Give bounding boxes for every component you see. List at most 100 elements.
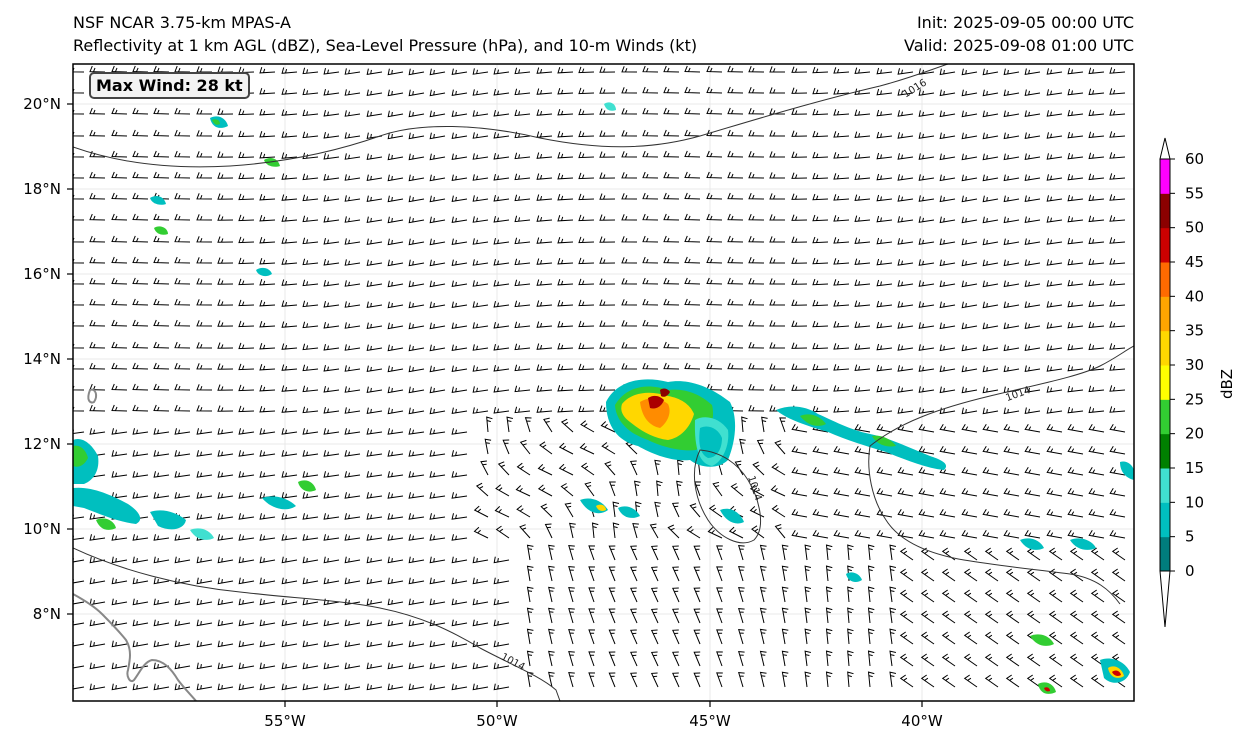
wind-barb [536, 279, 553, 286]
wind-barb [387, 513, 404, 520]
wind-barb [408, 195, 425, 203]
wind-barb [174, 107, 191, 115]
wind-barb [174, 556, 191, 564]
wind-barb [693, 629, 701, 645]
wind-barb [111, 298, 128, 306]
wind-barb [920, 631, 935, 645]
wind-barb [344, 89, 361, 96]
model-title: NSF NCAR 3.75-km MPAS-A [73, 13, 291, 32]
wind-barb [1090, 589, 1105, 603]
wind-barb [982, 195, 999, 203]
wind-barb [889, 607, 897, 624]
wind-barb [323, 131, 340, 139]
wind-barb [920, 610, 935, 624]
wind-barb [259, 556, 276, 564]
wind-barb [899, 653, 914, 667]
colorbar-segment [1160, 468, 1170, 503]
wind-barb [706, 213, 723, 221]
wind-barb [1088, 194, 1105, 202]
wind-barb [812, 487, 829, 497]
wind-barb [650, 608, 659, 624]
wind-barb [557, 237, 574, 244]
wind-barb [514, 194, 531, 202]
wind-barb [963, 631, 978, 645]
wind-barb [1046, 280, 1063, 287]
wind-barb [259, 385, 276, 392]
wind-barb [769, 257, 785, 264]
wind-barb [876, 258, 893, 266]
wind-barb [548, 607, 555, 624]
wind-barb [812, 108, 829, 116]
wind-barb [1090, 674, 1105, 688]
wind-barb [408, 89, 425, 97]
wind-barb [323, 364, 340, 372]
wind-barb [111, 256, 128, 264]
wind-barb [961, 445, 978, 455]
wind-barb [897, 216, 914, 223]
wind-barb [1003, 407, 1020, 415]
wind-barb [259, 343, 276, 350]
wind-barb [196, 471, 213, 478]
wind-barb [217, 683, 234, 691]
wind-barb [897, 365, 914, 372]
wind-barb [1088, 131, 1105, 139]
wind-barb [366, 280, 383, 288]
wind-barb [89, 277, 106, 285]
wind-barb [599, 214, 616, 221]
wind-barb [153, 277, 170, 285]
wind-barb [876, 321, 893, 329]
wind-barb [1067, 109, 1084, 117]
wind-barb [557, 343, 574, 350]
wind-barb [812, 236, 829, 244]
wind-barb [604, 461, 616, 476]
wind-barb [568, 629, 575, 645]
wind-barb [630, 545, 638, 561]
wind-barb [281, 194, 298, 201]
wind-barb [854, 258, 871, 265]
wind-barb [897, 280, 914, 287]
wind-barb [599, 130, 616, 137]
wind-barb [408, 683, 425, 691]
wind-barb [918, 423, 935, 433]
wind-barb [1003, 132, 1020, 140]
wind-barb [1067, 487, 1084, 497]
wind-barb [876, 385, 893, 393]
wind-barb [693, 587, 701, 603]
wind-barb [982, 280, 999, 288]
wind-barb [387, 68, 404, 76]
wind-barb [473, 526, 489, 539]
wind-barb [854, 385, 871, 392]
wind-barb [588, 545, 596, 561]
wind-barb [1024, 153, 1041, 161]
wind-barb [684, 277, 701, 285]
wind-barb [174, 298, 191, 306]
wind-barb [429, 322, 446, 330]
wind-barb [621, 108, 638, 115]
wind-barb [526, 650, 534, 667]
wind-barb [791, 214, 808, 221]
wind-barb [1069, 674, 1084, 688]
wind-barb [1088, 173, 1105, 181]
wind-barb [344, 471, 361, 478]
wind-barb [238, 342, 255, 350]
wind-barb [961, 529, 978, 539]
wind-barb [897, 89, 914, 96]
wind-barb [516, 462, 531, 476]
wind-barb [408, 450, 425, 457]
wind-barb [174, 619, 191, 627]
wind-barb [630, 587, 638, 603]
wind-barb [833, 487, 850, 497]
wind-barb [111, 471, 128, 478]
wind-barb [451, 683, 468, 691]
wind-barb [344, 640, 361, 648]
wind-barb [493, 385, 510, 393]
wind-barb [706, 341, 723, 349]
wind-barb [132, 107, 149, 115]
wind-barb [684, 213, 701, 221]
wind-barb [791, 66, 808, 73]
wind-barb [833, 194, 850, 201]
wind-barb [536, 321, 553, 328]
init-time: Init: 2025-09-05 00:00 UTC [916, 13, 1134, 32]
wind-barb [196, 236, 213, 243]
wind-barb [519, 439, 531, 455]
